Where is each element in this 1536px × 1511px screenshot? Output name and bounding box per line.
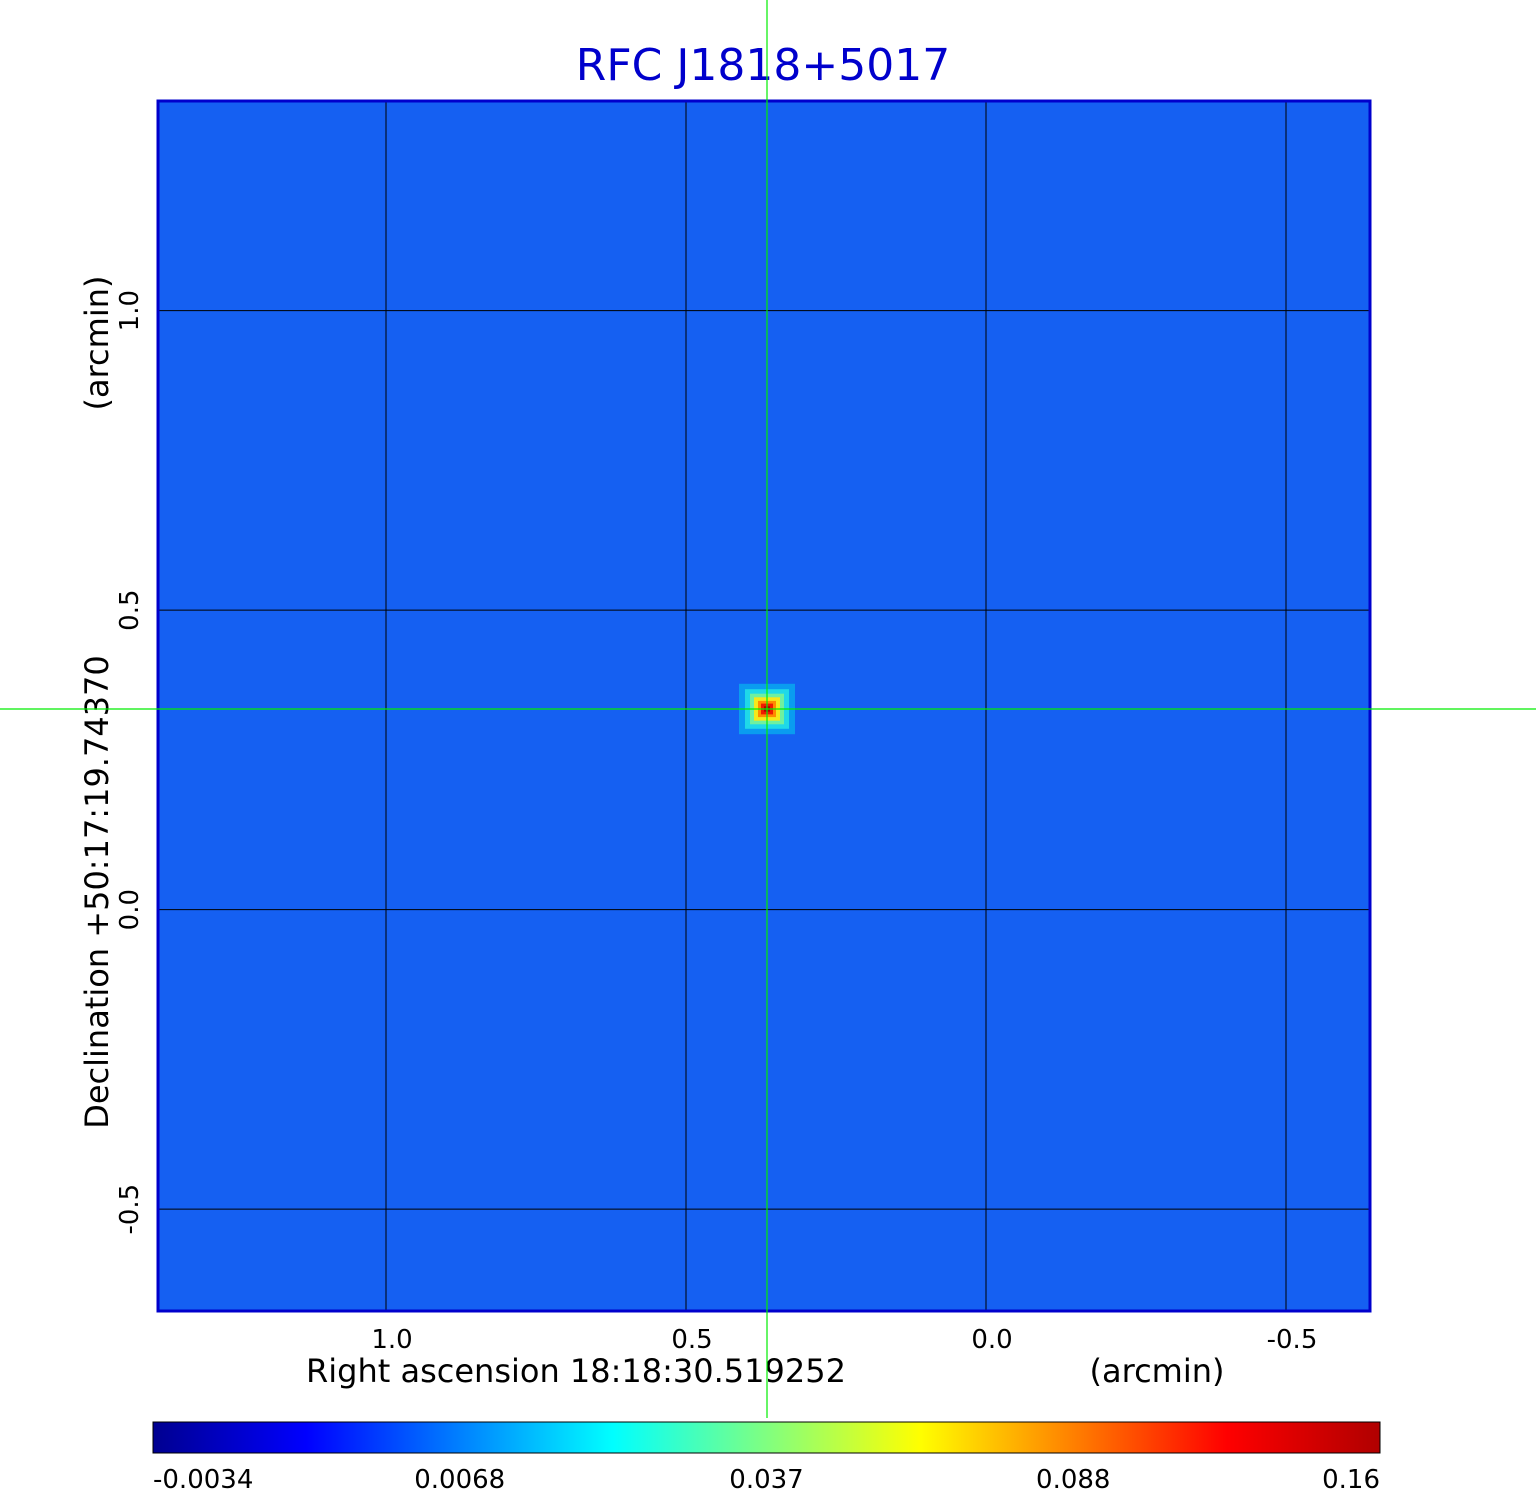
y-tick-label: 1.0 [115, 290, 145, 331]
colorbar-tick-label: 0.037 [729, 1465, 803, 1495]
colorbar-tick-labels: -0.0034 0.0068 0.037 0.088 0.16 [153, 1465, 1380, 1495]
x-tick-label: 0.5 [671, 1325, 712, 1355]
colorbar [152, 1421, 1381, 1454]
x-tick-label: -0.5 [1267, 1325, 1318, 1355]
y-tick-label: 0.5 [115, 589, 145, 630]
crosshair [0, 0, 1536, 1418]
x-tick-labels: 1.0 0.5 0.0 -0.5 [371, 1325, 1317, 1355]
chart-title: RFC J1818+5017 [576, 40, 950, 91]
y-tick-label: 0.0 [115, 889, 145, 930]
grid-lines [158, 101, 1370, 1311]
y-axis-label: Declination +50:17:19.74370 [78, 655, 116, 1129]
x-axis-unit: (arcmin) [1090, 1352, 1225, 1390]
x-axis-label: Right ascension 18:18:30.519252 [306, 1352, 846, 1390]
colorbar-tick-label: 0.0068 [414, 1465, 505, 1495]
colorbar-tick-label: 0.16 [1322, 1465, 1380, 1495]
y-tick-label: -0.5 [115, 1184, 145, 1235]
colorbar-tick-label: 0.088 [1036, 1465, 1110, 1495]
y-tick-labels: 1.0 0.5 0.0 -0.5 [115, 290, 145, 1235]
x-tick-label: 0.0 [971, 1325, 1012, 1355]
y-axis-unit: (arcmin) [78, 276, 116, 411]
x-tick-label: 1.0 [371, 1325, 412, 1355]
plot-frame [156, 99, 1372, 1313]
colorbar-tick-label: -0.0034 [153, 1465, 253, 1495]
image-plot-area [156, 99, 1372, 1313]
